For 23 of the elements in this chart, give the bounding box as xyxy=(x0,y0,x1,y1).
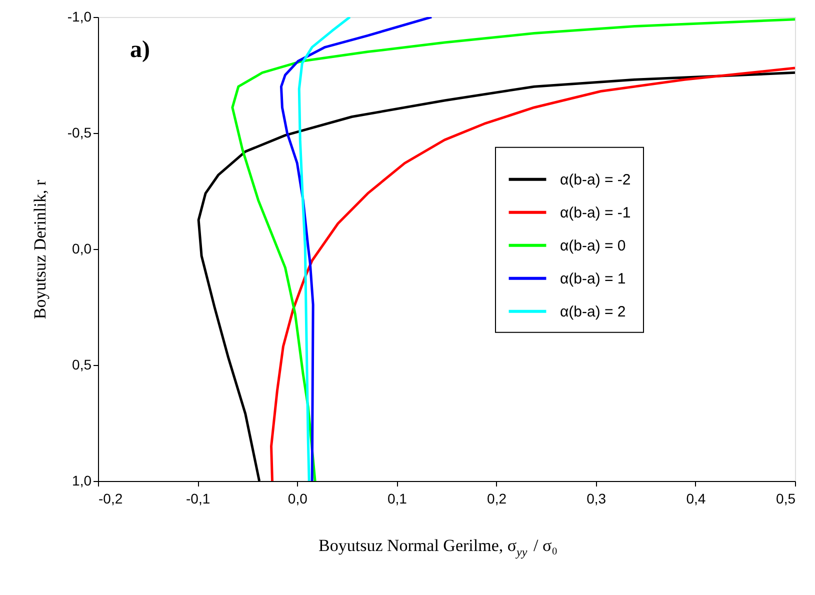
line-series xyxy=(280,17,433,481)
legend-label: α(b-a) = -2 xyxy=(560,171,631,188)
x-tick-label: 0,0 xyxy=(288,490,308,506)
y-tick-label: 0,5 xyxy=(72,356,92,372)
x-tick-label: 0,4 xyxy=(686,490,706,506)
line-series xyxy=(298,17,352,481)
y-tick-label: 0,0 xyxy=(72,240,92,256)
legend-label: α(b-a) = 1 xyxy=(560,270,626,288)
legend-label: α(b-a) = 2 xyxy=(560,303,626,320)
y-tick-label: -0,5 xyxy=(67,124,92,140)
y-tick-label: 1,0 xyxy=(72,472,92,488)
x-tick-label: 0,5 xyxy=(776,490,796,506)
y-tick-label: -1,0 xyxy=(67,8,92,24)
y-axis-title: Boyutsuz Derinlik, r xyxy=(30,180,50,320)
x-tick-label: 0,2 xyxy=(487,490,507,506)
line-series xyxy=(231,18,795,481)
x-tick-label: -0,2 xyxy=(98,490,123,506)
legend-label: α(b-a) = 0 xyxy=(560,237,626,254)
annotation: a) xyxy=(130,37,150,63)
x-tick-label: 0,1 xyxy=(387,490,408,506)
x-tick-label: -0,1 xyxy=(186,490,210,506)
x-tick-label: 0,3 xyxy=(586,490,606,506)
legend-label: α(b-a) = -1 xyxy=(560,204,631,222)
